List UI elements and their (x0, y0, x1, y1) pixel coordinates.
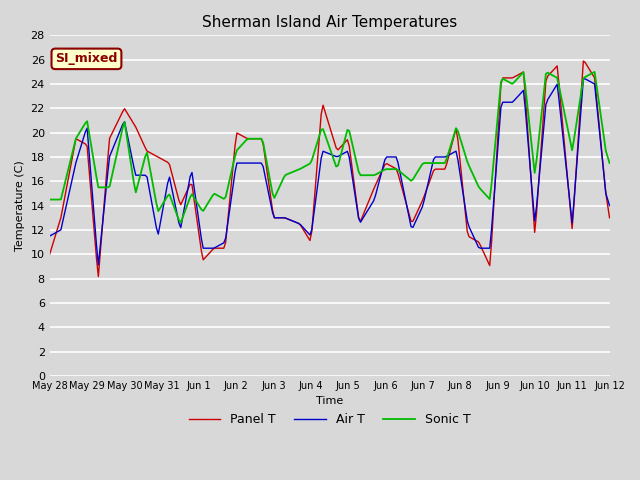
Sonic T (520, 69, 527, 75)
Sonic T (46, 197, 54, 203)
Panel T (381, 162, 388, 168)
Panel T (95, 274, 102, 279)
Panel T (48, 245, 56, 251)
Sonic T (390, 166, 398, 172)
Air T (390, 154, 398, 160)
Panel T (46, 252, 54, 257)
Sonic T (177, 220, 184, 226)
Title: Sherman Island Air Temperatures: Sherman Island Air Temperatures (202, 15, 457, 30)
Air T (520, 87, 527, 93)
Line: Panel T: Panel T (50, 61, 609, 276)
X-axis label: Time: Time (316, 396, 343, 407)
Sonic T (381, 167, 388, 172)
Air T (46, 233, 54, 239)
Air T (95, 262, 102, 268)
Panel T (520, 69, 527, 75)
Text: SI_mixed: SI_mixed (55, 52, 118, 65)
Panel T (555, 82, 563, 87)
Y-axis label: Temperature (C): Temperature (C) (15, 160, 25, 251)
Line: Air T: Air T (50, 79, 609, 265)
Air T (605, 203, 613, 208)
Air T (379, 164, 387, 170)
Air T (555, 97, 563, 103)
Sonic T (379, 168, 387, 173)
Panel T (605, 215, 613, 221)
Sonic T (591, 69, 598, 75)
Air T (581, 76, 589, 82)
Air T (48, 232, 56, 238)
Panel T (379, 166, 387, 172)
Sonic T (555, 84, 563, 89)
Legend: Panel T, Air T, Sonic T: Panel T, Air T, Sonic T (184, 408, 476, 431)
Sonic T (605, 160, 613, 166)
Panel T (390, 165, 398, 170)
Sonic T (48, 197, 56, 203)
Panel T (579, 58, 587, 64)
Air T (381, 157, 388, 163)
Line: Sonic T: Sonic T (50, 72, 609, 223)
